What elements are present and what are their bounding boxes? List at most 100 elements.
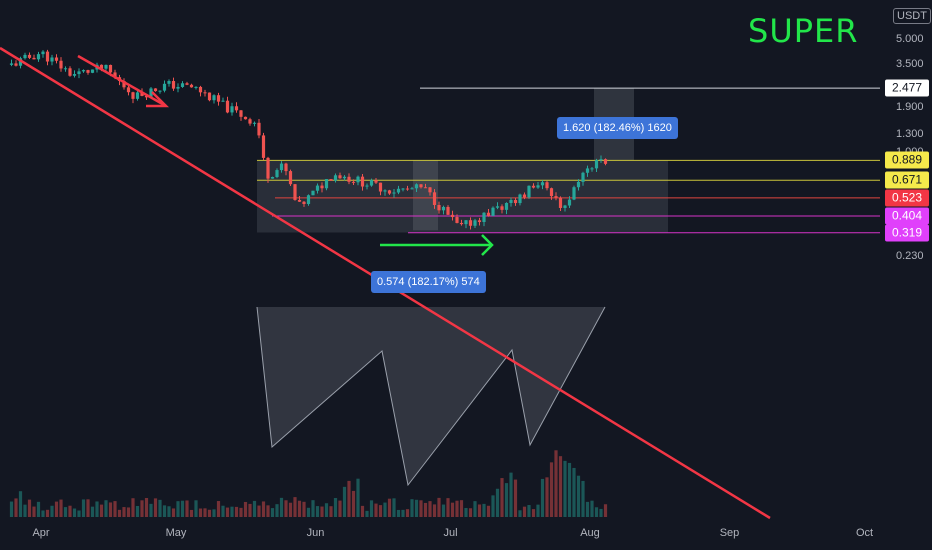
candle-body — [554, 196, 558, 198]
volume-bar — [419, 500, 423, 517]
volume-bar — [464, 507, 468, 517]
volume-bar — [558, 456, 563, 517]
candle-body — [594, 160, 599, 169]
price-tag: 0.889 — [885, 151, 929, 169]
volume-bar — [383, 502, 387, 517]
inverse-head-shoulders-pattern — [256, 306, 606, 487]
volume-bar — [261, 501, 266, 517]
volume-bar — [527, 505, 531, 517]
volume-bar — [189, 509, 194, 517]
candle-body — [86, 70, 90, 73]
candle-body — [257, 122, 261, 136]
candle-body — [450, 214, 455, 218]
candle-body — [216, 95, 221, 102]
candle-body — [513, 199, 518, 204]
price-tag: 0.404 — [885, 207, 929, 225]
volume-bar — [477, 504, 482, 517]
volume-bar — [509, 472, 513, 517]
candle-body — [153, 88, 158, 92]
candle-body — [378, 182, 383, 192]
candle-body — [135, 92, 140, 99]
candle-body — [140, 92, 144, 96]
candle-body — [14, 63, 18, 66]
volume-bar — [347, 480, 351, 517]
volume-bar — [230, 506, 234, 517]
candle-body — [437, 204, 441, 211]
candle-body — [189, 84, 194, 88]
volume-bar — [135, 505, 140, 517]
candle-body — [198, 86, 203, 93]
volume-bar — [446, 498, 450, 517]
volume-bar — [68, 505, 72, 517]
volume-bar — [396, 509, 401, 517]
volume-bar — [302, 501, 306, 517]
volume-bar — [306, 507, 311, 517]
volume-bar — [338, 500, 342, 517]
volume-bar — [324, 503, 329, 517]
volume-bar — [284, 500, 288, 517]
volume-bar — [9, 501, 14, 517]
candle-body — [68, 68, 72, 76]
volume-bar — [401, 509, 405, 517]
volume-bar — [455, 500, 459, 517]
volume-bar — [405, 509, 410, 517]
volume-bar — [468, 508, 473, 517]
volume-bar — [486, 505, 491, 517]
price-tick-label: 5.000 — [896, 32, 924, 45]
candle-body — [194, 86, 198, 88]
candle-body — [27, 54, 32, 58]
volume-bar — [293, 497, 297, 517]
price-tick-label: 3.500 — [896, 57, 924, 70]
volume-bar — [131, 498, 135, 517]
time-tick-label: Jul — [443, 527, 458, 539]
candle-body — [423, 187, 428, 189]
candle-body — [324, 179, 329, 189]
green-arrow-head — [481, 234, 494, 256]
volume-bar — [369, 500, 374, 517]
currency-label[interactable]: USDT — [893, 8, 931, 24]
price-tag: 0.523 — [885, 189, 929, 207]
candle-body — [558, 197, 563, 208]
volume-bar — [243, 501, 248, 517]
candle-body — [365, 185, 369, 187]
candle-body — [279, 163, 284, 171]
candle-body — [180, 83, 185, 87]
volume-bar — [320, 506, 324, 517]
candle-body — [428, 187, 432, 193]
volume-bar — [234, 506, 239, 517]
volume-bar — [266, 505, 270, 517]
candle-body — [333, 175, 338, 181]
candle-body — [347, 176, 351, 182]
candle-body — [50, 57, 54, 62]
candle-body — [113, 72, 117, 78]
candle-body — [9, 63, 14, 65]
volume-bar — [576, 475, 581, 517]
volume-bar — [482, 503, 486, 517]
volume-bar — [207, 509, 212, 517]
candle-body — [288, 171, 293, 185]
candle-body — [522, 194, 527, 198]
candle-body — [491, 207, 495, 216]
candle-body — [392, 192, 396, 194]
volume-bar — [252, 500, 257, 517]
candle-body — [414, 184, 419, 189]
candle-body — [459, 222, 464, 225]
candle-body — [162, 83, 167, 91]
volume-bar — [378, 505, 383, 517]
candle-body — [509, 199, 513, 203]
candle-body — [59, 60, 63, 69]
volume-bars — [9, 450, 608, 517]
candle-body — [36, 54, 41, 60]
volume-bar — [315, 506, 320, 517]
candle-body — [320, 185, 324, 189]
candle-body — [545, 182, 549, 189]
volume-bar — [279, 497, 284, 517]
candle-body — [203, 92, 207, 94]
volume-bar — [365, 510, 369, 517]
ticker-symbol: SUPER — [748, 12, 859, 50]
candle-body — [446, 206, 450, 215]
candle-body — [540, 182, 545, 186]
price-tick-label: 0.230 — [896, 249, 924, 262]
volume-bar — [387, 498, 392, 517]
